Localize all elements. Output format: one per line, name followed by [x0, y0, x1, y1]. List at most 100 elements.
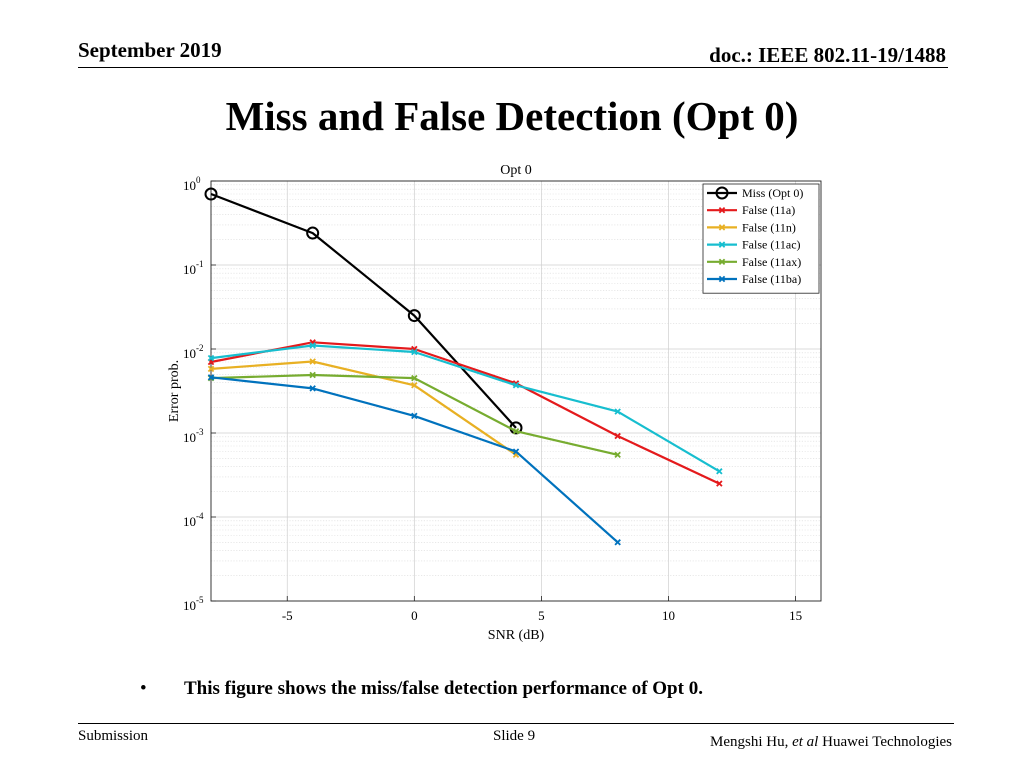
footer-author: Mengshi Hu, et al Huawei Technologies [710, 734, 952, 751]
legend-item: False (11ba) [707, 272, 801, 286]
axes-box [210, 180, 822, 602]
data-point-stroke [614, 539, 621, 546]
data-point-stroke [718, 241, 726, 248]
x-tick-label: -5 [282, 608, 293, 623]
bullet-dot: • [140, 678, 147, 699]
data-point [411, 348, 418, 356]
y-tick-label: 10-3 [183, 427, 204, 445]
data-point [204, 187, 218, 201]
chart-title: Opt 0 [500, 163, 532, 178]
data-point [411, 374, 418, 382]
data-point [718, 241, 726, 248]
footer-organization: Huawei Technologies [822, 734, 952, 750]
legend-label: False (11n) [742, 220, 796, 234]
slide-title: Miss and False Detection (Opt 0) [225, 93, 799, 139]
data-point-stroke [512, 448, 520, 455]
data-point-stroke [207, 374, 215, 381]
legend-item: False (11n) [707, 220, 796, 234]
data-point [407, 309, 421, 323]
data-point-stroke [309, 342, 316, 349]
data-point-stroke [512, 427, 520, 435]
legend-label: False (11ac) [742, 238, 801, 252]
data-point-stroke [512, 382, 520, 389]
y-tick-label: 10-5 [183, 595, 204, 613]
data-point [309, 342, 316, 349]
x-tick-label: 10 [662, 608, 675, 623]
legend: Miss (Opt 0) False (11a) False (11n) False … [702, 183, 820, 294]
data-point-stroke [718, 206, 726, 214]
x-tick-label: 0 [411, 608, 418, 623]
data-point [614, 408, 621, 415]
data-point [512, 427, 520, 435]
header-doc-id: doc.: IEEE 802.11-19/1488 [709, 43, 946, 67]
data-point-stroke [718, 224, 726, 231]
y-axis-label: Error prob. [167, 360, 182, 422]
legend-label: False (11a) [742, 203, 795, 217]
data-point-stroke [716, 468, 723, 475]
data-point-stroke [411, 412, 418, 420]
data-point [512, 448, 520, 455]
data-point-stroke [614, 408, 621, 415]
data-point-stroke [614, 451, 621, 459]
x-axis-label: SNR (dB) [488, 628, 545, 643]
legend-item: False (11ax) [707, 255, 801, 269]
data-point-stroke [718, 275, 726, 283]
footer-author-name: Mengshi Hu, [710, 734, 789, 750]
data-point [207, 365, 215, 373]
data-point [306, 226, 320, 240]
data-point-stroke [309, 358, 316, 365]
data-point [718, 258, 726, 266]
data-point-stroke [309, 371, 316, 379]
data-point [614, 432, 621, 440]
data-point [716, 480, 723, 487]
legend-label: Miss (Opt 0) [742, 186, 803, 200]
bullet-item: • This figure shows the miss/false detec… [140, 678, 703, 700]
data-point [309, 358, 316, 365]
legend-item: Miss (Opt 0) [707, 186, 803, 200]
data-point [512, 382, 520, 389]
data-point [718, 275, 726, 283]
data-point-stroke [718, 258, 726, 266]
data-point [614, 539, 621, 546]
footer-slide-number: Slide 9 [493, 728, 536, 744]
data-point [411, 382, 418, 389]
legend-label: False (11ax) [742, 255, 801, 269]
grid [211, 180, 821, 602]
data-point [614, 451, 621, 459]
header-divider [78, 67, 948, 68]
data-point [309, 371, 316, 379]
y-tick-label: 10-4 [183, 511, 204, 529]
data-point-stroke [716, 480, 723, 487]
footer-submission: Submission [78, 728, 149, 744]
data-point [715, 186, 729, 200]
data-point [309, 385, 316, 392]
data-point-stroke [207, 354, 215, 362]
data-point-stroke [309, 385, 316, 392]
series [207, 374, 621, 546]
header-date: September 2019 [78, 38, 222, 62]
series-line [210, 341, 720, 485]
footer-et-al: et al [792, 734, 819, 750]
data-point [716, 468, 723, 475]
data-point [718, 206, 726, 214]
bullet-text: This figure shows the miss/false detecti… [184, 678, 703, 699]
series [207, 342, 723, 475]
data-point [411, 412, 418, 420]
x-tick-label: 15 [789, 608, 802, 623]
series-line [210, 360, 517, 456]
y-tick-label: 10-2 [183, 343, 204, 361]
y-tick-label: 10-1 [183, 259, 204, 277]
data-point-stroke [411, 382, 418, 389]
legend-item: False (11ac) [707, 238, 801, 252]
legend-item: False (11a) [707, 203, 795, 217]
series-line [210, 344, 720, 473]
data-point-stroke [207, 365, 215, 373]
data-point [207, 354, 215, 362]
legend-box [702, 183, 820, 294]
data-point-stroke [614, 432, 621, 440]
x-tick-label: 5 [538, 608, 545, 623]
data-point-stroke [411, 374, 418, 382]
footer-divider [78, 723, 954, 724]
data-point [718, 224, 726, 231]
